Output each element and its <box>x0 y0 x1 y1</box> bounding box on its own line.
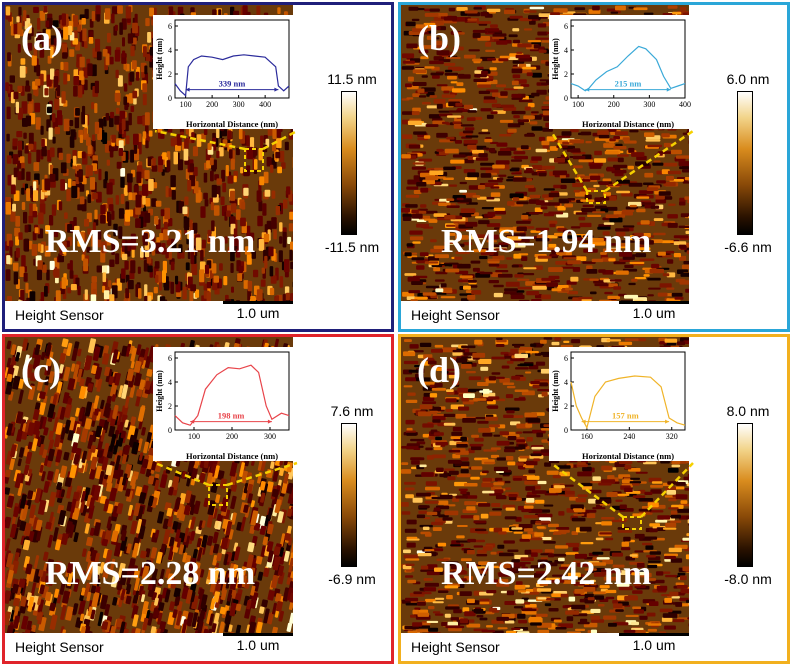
panel-d: 0 2 4 6 160 240 320 Horizontal Distance (nm) Hei… <box>398 334 790 664</box>
inset-x-tick: 100 <box>180 100 192 109</box>
scale-bar-label: 1.0 um <box>236 305 280 321</box>
inset-x-tick: 320 <box>666 432 678 441</box>
panel-label: (a) <box>21 18 63 58</box>
rms-value: RMS=3.21 nm <box>45 223 256 260</box>
colorbar-min: -11.5 nm <box>324 239 380 255</box>
inset-x-tick: 160 <box>581 432 593 441</box>
inset-y-axis-label: Height (nm) <box>155 38 164 80</box>
inset-y-axis-label: Height (nm) <box>155 370 164 412</box>
inset-x-axis-label: Horizontal Distance (nm) <box>582 119 674 129</box>
inset-x-axis-label: Horizontal Distance (nm) <box>582 451 674 461</box>
colorbar <box>737 91 753 235</box>
height-profile-inset: 0 2 4 6 160 240 320 Horizontal Distance (nm) Hei… <box>549 347 691 461</box>
scale-bar-label: 1.0 um <box>632 637 676 653</box>
profile-width-label: 215 nm <box>615 79 642 89</box>
inset-x-tick: 400 <box>679 100 691 109</box>
colorbar <box>341 423 357 567</box>
height-sensor-caption: Height Sensor <box>411 307 500 323</box>
inset-y-tick: 4 <box>168 46 172 55</box>
panel-b: 0 2 4 6 100 200 300 400 Horizontal Distance (nm)… <box>398 2 790 332</box>
panel-c: 0 2 4 6 100 200 300 Horizontal Distance (nm) Hei… <box>2 334 394 664</box>
profile-width-label: 339 nm <box>219 79 246 89</box>
inset-y-tick: 0 <box>168 94 172 103</box>
inset-y-tick: 2 <box>564 70 568 79</box>
height-sensor-caption: Height Sensor <box>411 639 500 655</box>
scale-bar-label: 1.0 um <box>236 637 280 653</box>
colorbar-min: -8.0 nm <box>724 571 772 587</box>
inset-x-tick: 200 <box>608 100 620 109</box>
scale-bar: 1.0 um <box>619 633 689 653</box>
height-sensor-caption: Height Sensor <box>15 307 104 323</box>
height-profile-line <box>174 54 290 97</box>
colorbar <box>341 91 357 235</box>
inset-x-tick: 300 <box>643 100 655 109</box>
inset-x-tick: 100 <box>572 100 584 109</box>
inset-x-tick: 100 <box>188 432 200 441</box>
scale-bar-label: 1.0 um <box>632 305 676 321</box>
rms-value: RMS=2.28 nm <box>45 555 256 592</box>
inset-y-tick: 6 <box>168 22 172 31</box>
colorbar-min: -6.9 nm <box>328 571 376 587</box>
height-profile-inset: 0 2 4 6 100 200 300 Horizontal Distance (nm) Hei… <box>153 347 295 461</box>
inset-y-axis-label: Height (nm) <box>551 38 560 80</box>
rms-value: RMS=2.42 nm <box>441 555 652 592</box>
inset-y-tick: 0 <box>564 426 568 435</box>
inset-x-axis-label: Horizontal Distance (nm) <box>186 119 278 129</box>
inset-x-tick: 300 <box>233 100 245 109</box>
inset-x-tick: 240 <box>623 432 635 441</box>
inset-y-tick: 0 <box>564 94 568 103</box>
inset-x-tick: 200 <box>206 100 218 109</box>
scale-bar: 1.0 um <box>619 301 689 321</box>
colorbar <box>737 423 753 567</box>
inset-y-tick: 6 <box>564 22 568 31</box>
panel-label: (c) <box>21 350 61 390</box>
profile-width-label: 157 nm <box>612 411 639 421</box>
inset-y-tick: 4 <box>564 378 568 387</box>
height-profile-inset: 0 2 4 6 100 200 300 400 Horizontal Distance (nm)… <box>153 15 295 129</box>
inset-y-tick: 6 <box>564 354 568 363</box>
height-profile-line <box>570 375 686 430</box>
colorbar-max: 11.5 nm <box>327 71 377 87</box>
inset-y-tick: 2 <box>168 402 172 411</box>
profile-width-label: 198 nm <box>218 411 245 421</box>
inset-x-axis-label: Horizontal Distance (nm) <box>186 451 278 461</box>
colorbar-max: 8.0 nm <box>726 403 770 419</box>
inset-y-tick: 4 <box>168 378 172 387</box>
inset-x-tick: 400 <box>259 100 271 109</box>
inset-y-axis-label: Height (nm) <box>551 370 560 412</box>
inset-y-tick: 0 <box>168 426 172 435</box>
height-profile-line <box>174 364 290 426</box>
scale-bar: 1.0 um <box>223 633 293 653</box>
inset-y-tick: 6 <box>168 354 172 363</box>
inset-x-tick: 200 <box>226 432 238 441</box>
panel-label: (d) <box>417 350 461 390</box>
height-profile-inset: 0 2 4 6 100 200 300 400 Horizontal Distance (nm)… <box>549 15 691 129</box>
colorbar-max: 7.6 nm <box>330 403 374 419</box>
colorbar-max: 6.0 nm <box>726 71 770 87</box>
inset-y-tick: 2 <box>168 70 172 79</box>
panel-label: (b) <box>417 18 461 58</box>
inset-x-tick: 300 <box>264 432 276 441</box>
height-sensor-caption: Height Sensor <box>15 639 104 655</box>
colorbar-min: -6.6 nm <box>724 239 772 255</box>
inset-y-tick: 4 <box>564 46 568 55</box>
inset-y-tick: 2 <box>564 402 568 411</box>
panel-a: 0 2 4 6 100 200 300 400 Horizontal Distance (nm)… <box>2 2 394 332</box>
scale-bar: 1.0 um <box>223 301 293 321</box>
rms-value: RMS=1.94 nm <box>441 223 652 260</box>
